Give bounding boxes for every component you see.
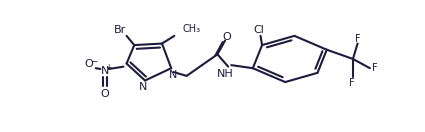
Text: +: + xyxy=(106,63,112,72)
Text: N: N xyxy=(169,70,177,80)
Text: CH₃: CH₃ xyxy=(182,24,200,34)
Text: NH: NH xyxy=(217,69,233,79)
Text: F: F xyxy=(355,34,360,44)
Text: O: O xyxy=(101,89,109,99)
Text: F: F xyxy=(372,63,378,73)
Text: O: O xyxy=(222,32,231,42)
Text: O: O xyxy=(85,59,93,69)
Text: Br: Br xyxy=(114,25,127,35)
Text: Cl: Cl xyxy=(254,25,264,35)
Text: N: N xyxy=(101,66,109,76)
Text: −: − xyxy=(91,56,98,65)
Text: F: F xyxy=(348,78,354,88)
Text: N: N xyxy=(139,82,147,92)
